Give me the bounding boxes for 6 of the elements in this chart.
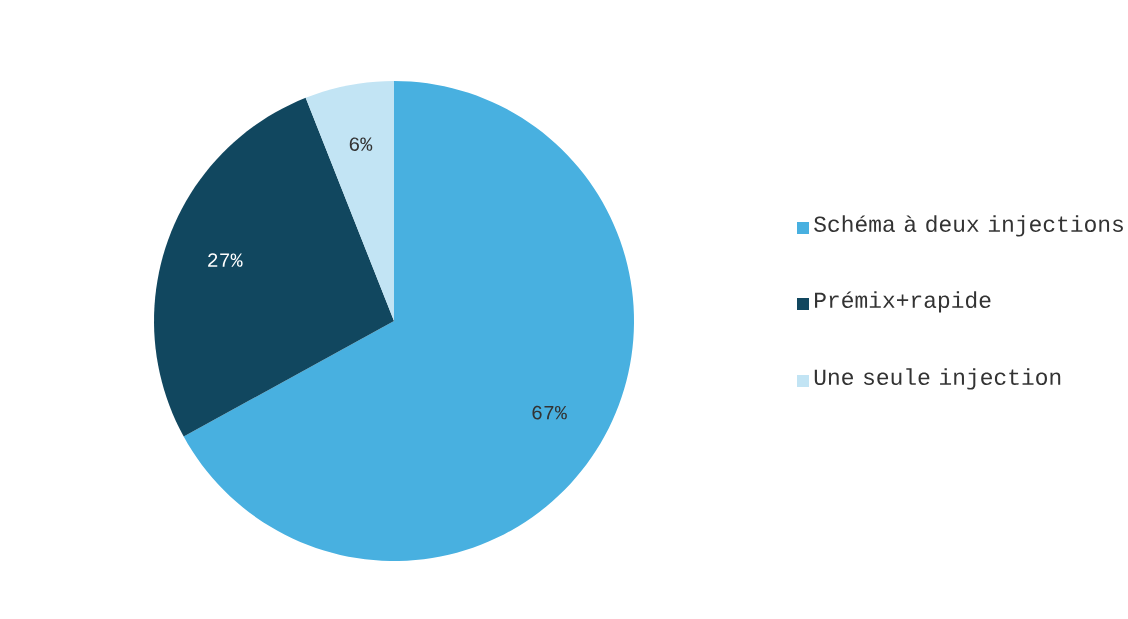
data-label: 6% (349, 137, 373, 151)
data-label: 67% (532, 405, 567, 420)
legend-label: Une seule injection (814, 368, 1061, 390)
legend-label: Prémix+rapide (815, 291, 991, 313)
legend-label: Schéma à deux injections (814, 215, 1123, 237)
data-label: 27% (208, 253, 243, 267)
